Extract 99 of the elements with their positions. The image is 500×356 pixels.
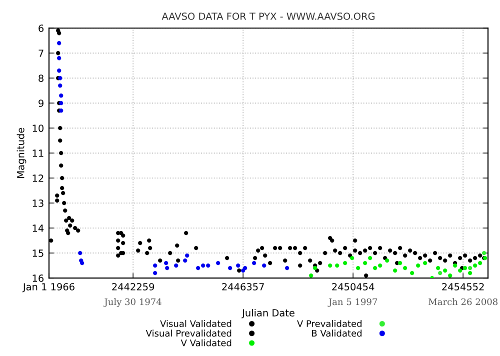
point xyxy=(416,263,420,268)
point xyxy=(147,238,152,243)
point xyxy=(184,230,188,236)
point xyxy=(228,266,232,270)
point xyxy=(121,233,126,238)
point xyxy=(462,266,468,270)
point xyxy=(363,260,368,266)
point xyxy=(206,263,210,268)
point xyxy=(116,253,120,258)
x-tick-label: 2450454 xyxy=(332,283,374,290)
point xyxy=(368,256,372,260)
point xyxy=(216,260,220,266)
y-tick-label: 14 xyxy=(32,224,44,232)
y-tick-label: 15 xyxy=(32,250,44,257)
point xyxy=(252,260,256,266)
point xyxy=(312,266,318,270)
point xyxy=(165,266,170,270)
point xyxy=(350,256,354,260)
point xyxy=(174,263,178,268)
point xyxy=(468,270,472,276)
point xyxy=(392,268,398,273)
point xyxy=(422,260,428,266)
point xyxy=(185,253,190,258)
point xyxy=(158,258,162,263)
x-tick-label: 2454552 xyxy=(442,283,484,290)
point xyxy=(384,258,390,263)
y-tick-label: 11 xyxy=(32,150,44,157)
point xyxy=(59,94,64,98)
point xyxy=(194,246,198,250)
y-axis-title: Magnitude xyxy=(16,128,26,178)
point xyxy=(201,263,206,268)
x-tick-label: 2446357 xyxy=(222,283,264,290)
x-tick-label: Jan 1 1966 xyxy=(22,283,74,292)
point xyxy=(80,260,84,266)
legend-label: B Validated xyxy=(312,330,362,337)
point xyxy=(458,268,462,273)
point xyxy=(478,260,482,266)
x-axis-title: Julian Date xyxy=(242,308,294,318)
y-tick-label: 12 xyxy=(32,174,44,182)
y-tick-label: 9 xyxy=(38,100,44,107)
point xyxy=(448,273,452,278)
point xyxy=(430,276,434,278)
point xyxy=(153,270,158,276)
point xyxy=(145,250,150,256)
point xyxy=(378,263,382,268)
point xyxy=(472,263,478,268)
point xyxy=(372,266,378,270)
legend-label: V Prevalidated xyxy=(297,320,362,328)
y-tick-label: 13 xyxy=(32,200,44,207)
y-tick-label: 6 xyxy=(38,24,44,32)
point xyxy=(343,260,348,266)
point xyxy=(148,246,152,250)
point xyxy=(116,246,120,250)
point xyxy=(240,268,246,273)
point xyxy=(168,250,172,256)
x2-tick-label: March 26 2008 xyxy=(428,298,498,306)
point xyxy=(58,84,62,88)
y-tick-label: 16 xyxy=(32,274,44,282)
point xyxy=(352,238,358,243)
x2-tick-label: Jan 5 1997 xyxy=(328,298,378,307)
point xyxy=(136,248,140,253)
point xyxy=(410,270,414,276)
point xyxy=(196,266,200,270)
point xyxy=(398,260,402,266)
point xyxy=(356,266,360,270)
point xyxy=(452,263,458,268)
point xyxy=(176,258,180,263)
point xyxy=(468,266,472,270)
point xyxy=(78,250,82,256)
legend-label: Visual Validated xyxy=(160,320,232,328)
x-tick-label: 2442259 xyxy=(112,283,154,290)
point xyxy=(57,41,62,46)
point xyxy=(175,243,180,248)
point xyxy=(402,266,408,270)
legend-label: V Validated xyxy=(180,339,232,346)
y-tick-label: 10 xyxy=(32,124,44,132)
point xyxy=(308,273,314,278)
point xyxy=(57,56,62,60)
point xyxy=(364,273,368,278)
point xyxy=(57,68,62,73)
point xyxy=(438,270,442,276)
point xyxy=(153,263,158,268)
point xyxy=(116,238,120,243)
point xyxy=(442,268,448,273)
y-tick-label: 8 xyxy=(38,74,44,82)
point xyxy=(164,260,168,266)
point xyxy=(284,266,290,270)
point xyxy=(262,263,266,268)
chart-title: AAVSO DATA FOR T PYX - WWW.AAVSO.ORG xyxy=(162,12,374,20)
x2-tick-label: July 30 1974 xyxy=(104,298,162,308)
point xyxy=(138,240,142,246)
point xyxy=(121,240,126,246)
point xyxy=(328,263,332,268)
point xyxy=(436,266,440,270)
legend-label: Visual Prevalidated xyxy=(146,330,232,337)
point xyxy=(183,258,188,263)
point xyxy=(335,263,340,268)
point xyxy=(236,263,240,268)
y-tick-label: 7 xyxy=(38,50,44,57)
